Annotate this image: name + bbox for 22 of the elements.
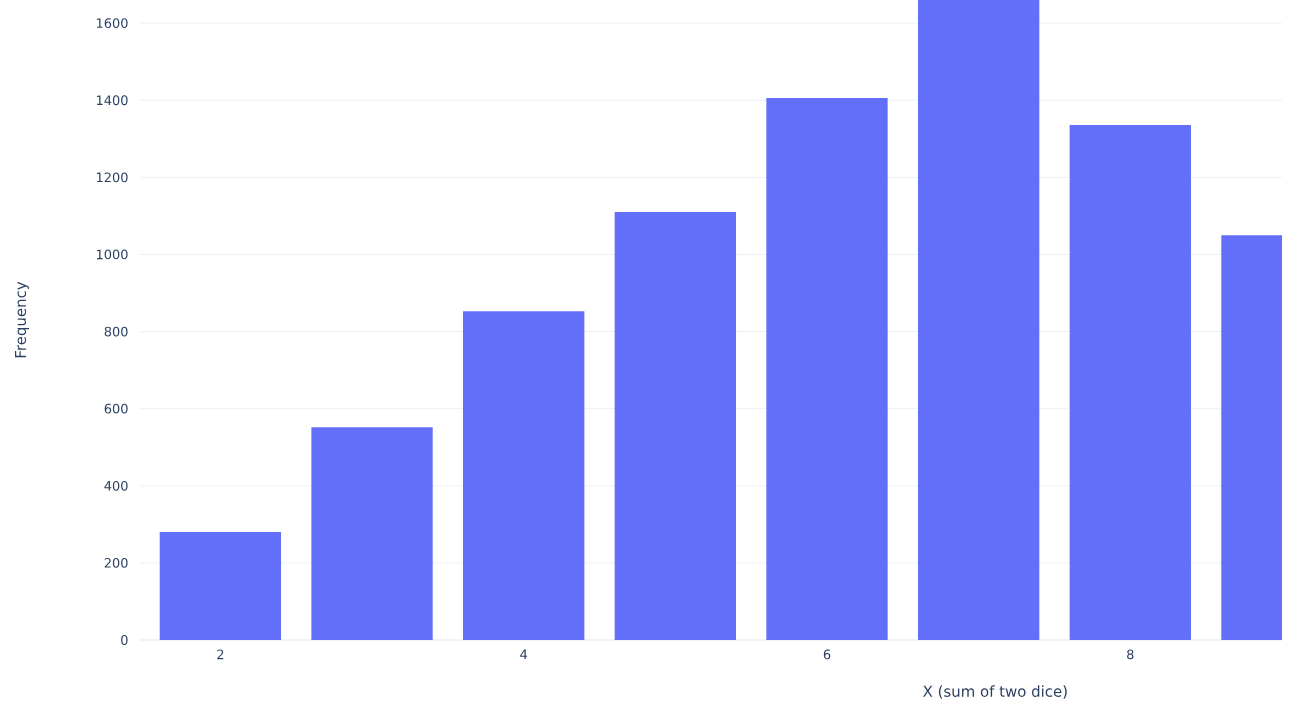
bar bbox=[159, 532, 282, 640]
x-tick-label: 8 bbox=[1127, 649, 1134, 660]
x-axis-title: X (sum of two dice) bbox=[923, 685, 1067, 699]
y-tick-label: 1600 bbox=[96, 18, 128, 29]
x-tick-label: 4 bbox=[520, 649, 528, 659]
bar bbox=[614, 212, 736, 640]
y-tick-label: 600 bbox=[104, 403, 128, 414]
bar bbox=[1069, 124, 1191, 640]
y-tick-label: 0 bbox=[121, 635, 128, 645]
x-tick-label: 6 bbox=[823, 649, 831, 660]
y-tick-label: 1000 bbox=[96, 249, 128, 260]
bar bbox=[311, 427, 433, 640]
y-tick-label: 400 bbox=[104, 480, 128, 491]
bar bbox=[463, 311, 585, 640]
bar bbox=[917, 0, 1040, 640]
x-tick-label: 2 bbox=[217, 649, 224, 660]
y-tick-label: 1400 bbox=[96, 95, 128, 106]
y-axis-title: Frequency bbox=[15, 281, 29, 358]
bar bbox=[766, 97, 888, 640]
y-tick-label: 200 bbox=[104, 557, 128, 568]
y-tick-label: 1200 bbox=[96, 172, 128, 183]
y-tick-label: 800 bbox=[104, 326, 128, 337]
